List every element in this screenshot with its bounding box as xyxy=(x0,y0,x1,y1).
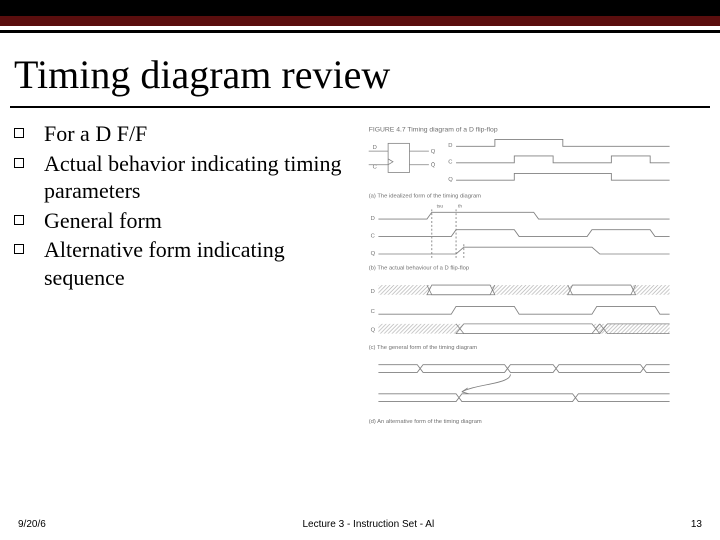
panel-b-label: (b) The actual behaviour of a D flip-flo… xyxy=(369,266,469,272)
svg-text:Q: Q xyxy=(371,251,376,257)
svg-text:tsu: tsu xyxy=(437,203,444,209)
svg-text:th: th xyxy=(458,203,462,209)
header-bars xyxy=(0,0,720,33)
content-row: For a D F/F Actual behavior indicating t… xyxy=(0,108,720,457)
bar-black-thick xyxy=(0,0,720,16)
bullet-text: Alternative form indicating sequence xyxy=(44,236,344,291)
svg-text:C: C xyxy=(373,165,377,171)
figure-caption: FIGURE 4.7 Timing diagram of a D flip-fl… xyxy=(369,127,498,134)
footer-page: 13 xyxy=(691,519,702,530)
footer-date: 9/20/6 xyxy=(18,519,46,530)
bar-maroon xyxy=(0,16,720,26)
footer: 9/20/6 Lecture 3 - Instruction Set - Al … xyxy=(0,519,720,530)
svg-text:Q: Q xyxy=(448,177,453,183)
svg-text:D: D xyxy=(371,289,375,295)
svg-text:D: D xyxy=(448,143,452,149)
slide-title: Timing diagram review xyxy=(0,33,720,106)
panel-c-label: (c) The general form of the timing diagr… xyxy=(369,345,478,351)
svg-text:D: D xyxy=(371,216,375,222)
svg-text:C: C xyxy=(371,309,375,315)
svg-text:C: C xyxy=(371,234,375,240)
bullet-list: For a D F/F Actual behavior indicating t… xyxy=(14,120,344,457)
bullet-square-icon xyxy=(14,128,24,138)
bullet-square-icon xyxy=(14,158,24,168)
svg-text:Q̄: Q̄ xyxy=(431,162,436,169)
svg-text:C: C xyxy=(448,160,452,166)
panel-a-label: (a) The idealized form of the timing dia… xyxy=(369,194,481,200)
bullet-square-icon xyxy=(14,244,24,254)
bullet-text: General form xyxy=(44,207,162,235)
svg-text:Q: Q xyxy=(371,328,376,334)
svg-text:D: D xyxy=(373,145,377,151)
list-item: Alternative form indicating sequence xyxy=(14,236,344,291)
list-item: Actual behavior indicating timing parame… xyxy=(14,150,344,205)
footer-center: Lecture 3 - Instruction Set - Al xyxy=(302,519,434,530)
timing-diagram-figure: FIGURE 4.7 Timing diagram of a D flip-fl… xyxy=(354,122,694,452)
list-item: General form xyxy=(14,207,344,235)
bullet-text: Actual behavior indicating timing parame… xyxy=(44,150,344,205)
bullet-text: For a D F/F xyxy=(44,120,147,148)
figure-area: FIGURE 4.7 Timing diagram of a D flip-fl… xyxy=(344,120,710,457)
svg-text:Q: Q xyxy=(431,149,436,155)
panel-d-label: (d) An alternative form of the timing di… xyxy=(369,419,482,425)
list-item: For a D F/F xyxy=(14,120,344,148)
bullet-square-icon xyxy=(14,215,24,225)
